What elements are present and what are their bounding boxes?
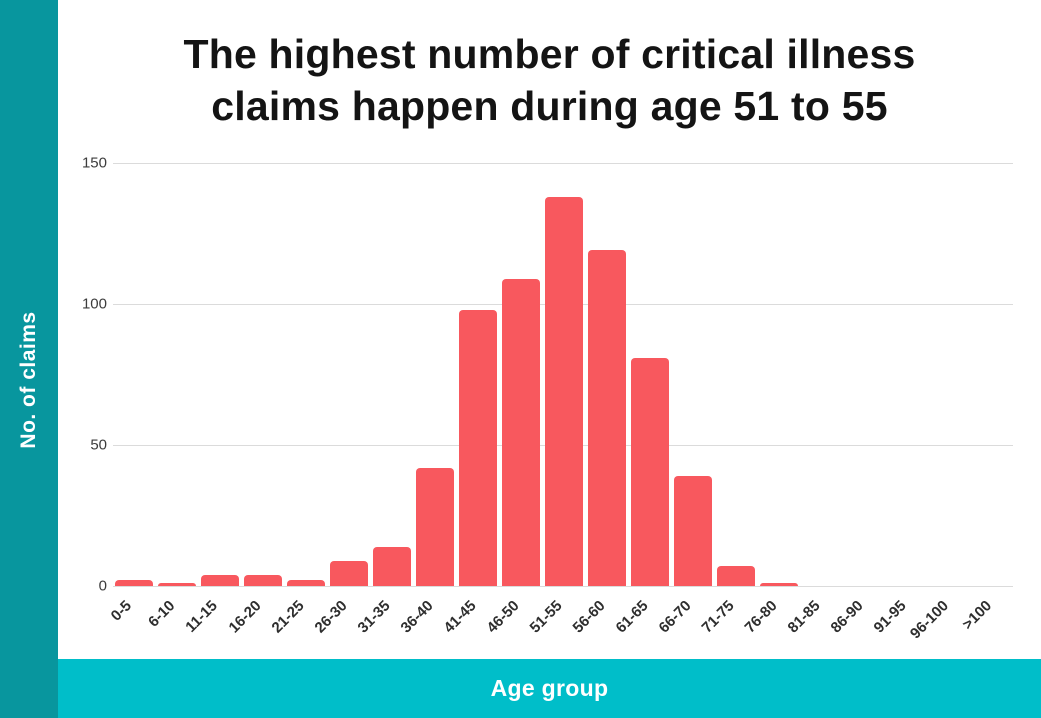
bar-66-70 <box>674 476 712 586</box>
x-tick-label-6-10: 6-10 <box>145 597 179 631</box>
bar-41-45 <box>459 310 497 586</box>
x-tick-label-96-100: 96-100 <box>907 597 953 643</box>
bar-16-20 <box>244 575 282 586</box>
x-tick-label-26-30: 26-30 <box>311 597 351 637</box>
bar-26-30 <box>330 561 368 586</box>
plot-area: 0 50 100 150 0-5 6-10 11-15 16-20 21-25 26-30 31-3… <box>82 155 1013 642</box>
x-tick-label-91-95: 91-95 <box>870 597 910 637</box>
y-tick-label-0: 0 <box>98 577 107 595</box>
bar-71-75 <box>717 566 755 586</box>
bar-31-35 <box>373 547 411 586</box>
chart-title: The highest number of critical illness c… <box>58 28 1041 133</box>
x-tick-label-46-50: 46-50 <box>483 597 523 637</box>
x-tick-label-61-65: 61-65 <box>612 597 652 637</box>
x-tick-label-86-90: 86-90 <box>827 597 867 637</box>
chart-title-line-1: The highest number of critical illness <box>183 31 916 77</box>
x-tick-label-71-75: 71-75 <box>698 597 738 637</box>
x-tick-label->100: >100 <box>959 597 996 634</box>
bar-61-65 <box>631 358 669 586</box>
y-tick-label-50: 50 <box>90 436 107 454</box>
y-tick-label-150: 150 <box>81 154 107 172</box>
chart-title-line-2: claims happen during age 51 to 55 <box>211 83 888 130</box>
x-tick-label-36-40: 36-40 <box>397 597 437 637</box>
bar-0-5 <box>115 580 153 586</box>
gridline-0 <box>113 585 1013 587</box>
bar-21-25 <box>287 580 325 586</box>
x-axis-title: Age group <box>490 675 609 701</box>
x-tick-label-0-5: 0-5 <box>107 597 136 625</box>
x-tick-label-16-20: 16-20 <box>225 597 265 637</box>
gridline-150 <box>113 162 1013 164</box>
bar-36-40 <box>416 468 454 586</box>
x-tick-label-31-35: 31-35 <box>354 597 394 637</box>
bar-76-80 <box>760 583 798 586</box>
bar-56-60 <box>588 250 626 586</box>
x-tick-label-56-60: 56-60 <box>569 597 609 637</box>
x-tick-label-66-70: 66-70 <box>655 597 695 637</box>
bar-6-10 <box>158 583 196 586</box>
bar-11-15 <box>201 575 239 586</box>
bar-46-50 <box>502 279 540 586</box>
y-axis-title: No. of claims <box>17 311 40 449</box>
bar-51-55 <box>545 197 583 586</box>
x-tick-label-11-15: 11-15 <box>182 597 222 636</box>
y-tick-label-100: 100 <box>81 295 107 313</box>
x-tick-label-76-80: 76-80 <box>741 597 781 637</box>
x-tick-label-51-55: 51-55 <box>526 597 566 637</box>
x-tick-label-21-25: 21-25 <box>268 597 308 637</box>
x-tick-label-41-45: 41-45 <box>440 597 480 637</box>
x-axis-band: Age group <box>58 659 1041 718</box>
x-tick-label-81-85: 81-85 <box>784 597 824 637</box>
y-axis-band: No. of claims <box>0 0 58 718</box>
